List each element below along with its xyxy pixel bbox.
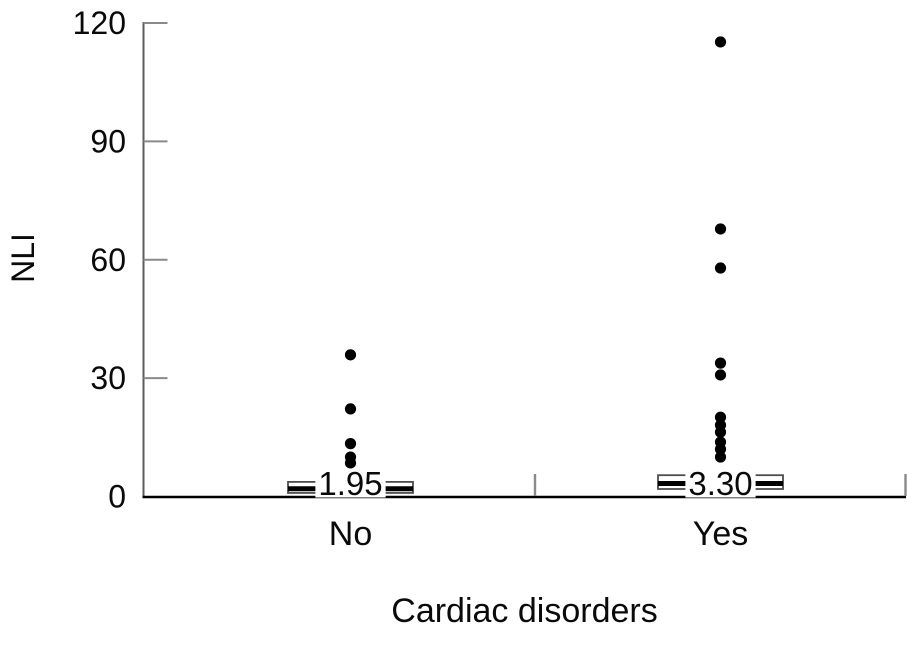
y-tick-label: 90	[90, 123, 126, 159]
data-point	[344, 349, 357, 361]
data-point	[344, 438, 357, 450]
y-tick-label: 60	[90, 242, 126, 278]
data-point	[714, 451, 727, 463]
data-point	[714, 426, 727, 438]
y-tick-label: 0	[108, 479, 126, 515]
median-label-halo	[685, 470, 756, 498]
data-point	[714, 36, 727, 48]
data-point	[344, 403, 357, 415]
data-point	[714, 369, 727, 381]
category-label: Yes	[693, 515, 748, 553]
axes-layer: 0 30 60 90 120	[73, 5, 907, 515]
data-point	[714, 223, 727, 235]
category-label: No	[329, 515, 372, 553]
data-point	[714, 357, 727, 369]
median-label-halo	[315, 470, 386, 498]
data-point	[714, 443, 727, 455]
data-point	[714, 411, 727, 423]
median-value-label: 1.95	[318, 465, 382, 502]
data-point	[344, 457, 357, 469]
y-tick-label: 30	[90, 360, 126, 396]
data-point	[714, 262, 727, 274]
x-axis-title: Cardiac disorders	[391, 592, 657, 630]
marks-layer: 1.95 No 3.30 Yes	[287, 36, 784, 553]
y-axis-label: NLI	[5, 233, 41, 283]
median-value-label: 3.30	[688, 465, 752, 502]
y-tick-label: 120	[73, 5, 126, 41]
